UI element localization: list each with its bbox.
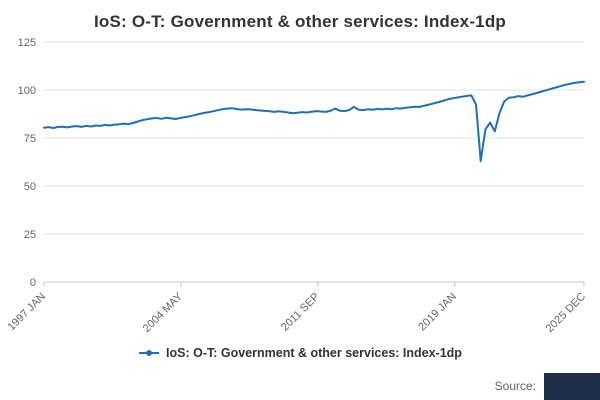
svg-text:2004 MAY: 2004 MAY xyxy=(141,290,186,335)
svg-text:2011 SEP: 2011 SEP xyxy=(279,291,322,334)
svg-text:2019 JAN: 2019 JAN xyxy=(416,291,459,334)
legend-label: IoS: O-T: Government & other services: I… xyxy=(166,346,462,360)
legend: IoS: O-T: Government & other services: I… xyxy=(0,346,600,360)
svg-text:25: 25 xyxy=(24,229,36,241)
svg-text:75: 75 xyxy=(24,133,36,145)
chart-title: IoS: O-T: Government & other services: I… xyxy=(93,12,506,31)
chart-canvas: 0 25 50 75 100 125 1997 JAN 2004 MAY 2011 SEP 201… xyxy=(5,37,588,335)
svg-text:2025 DEC: 2025 DEC xyxy=(544,291,588,335)
svg-text:125: 125 xyxy=(18,37,36,49)
svg-text:50: 50 xyxy=(24,181,36,193)
brand-logo-block xyxy=(544,373,600,400)
svg-text:0: 0 xyxy=(30,277,36,289)
source-label: Source: xyxy=(494,379,536,393)
legend-line-marker-icon xyxy=(139,350,160,356)
legend-item-series[interactable]: IoS: O-T: Government & other services: I… xyxy=(138,346,462,360)
svg-text:100: 100 xyxy=(18,85,36,97)
svg-text:1997 JAN: 1997 JAN xyxy=(5,291,48,334)
